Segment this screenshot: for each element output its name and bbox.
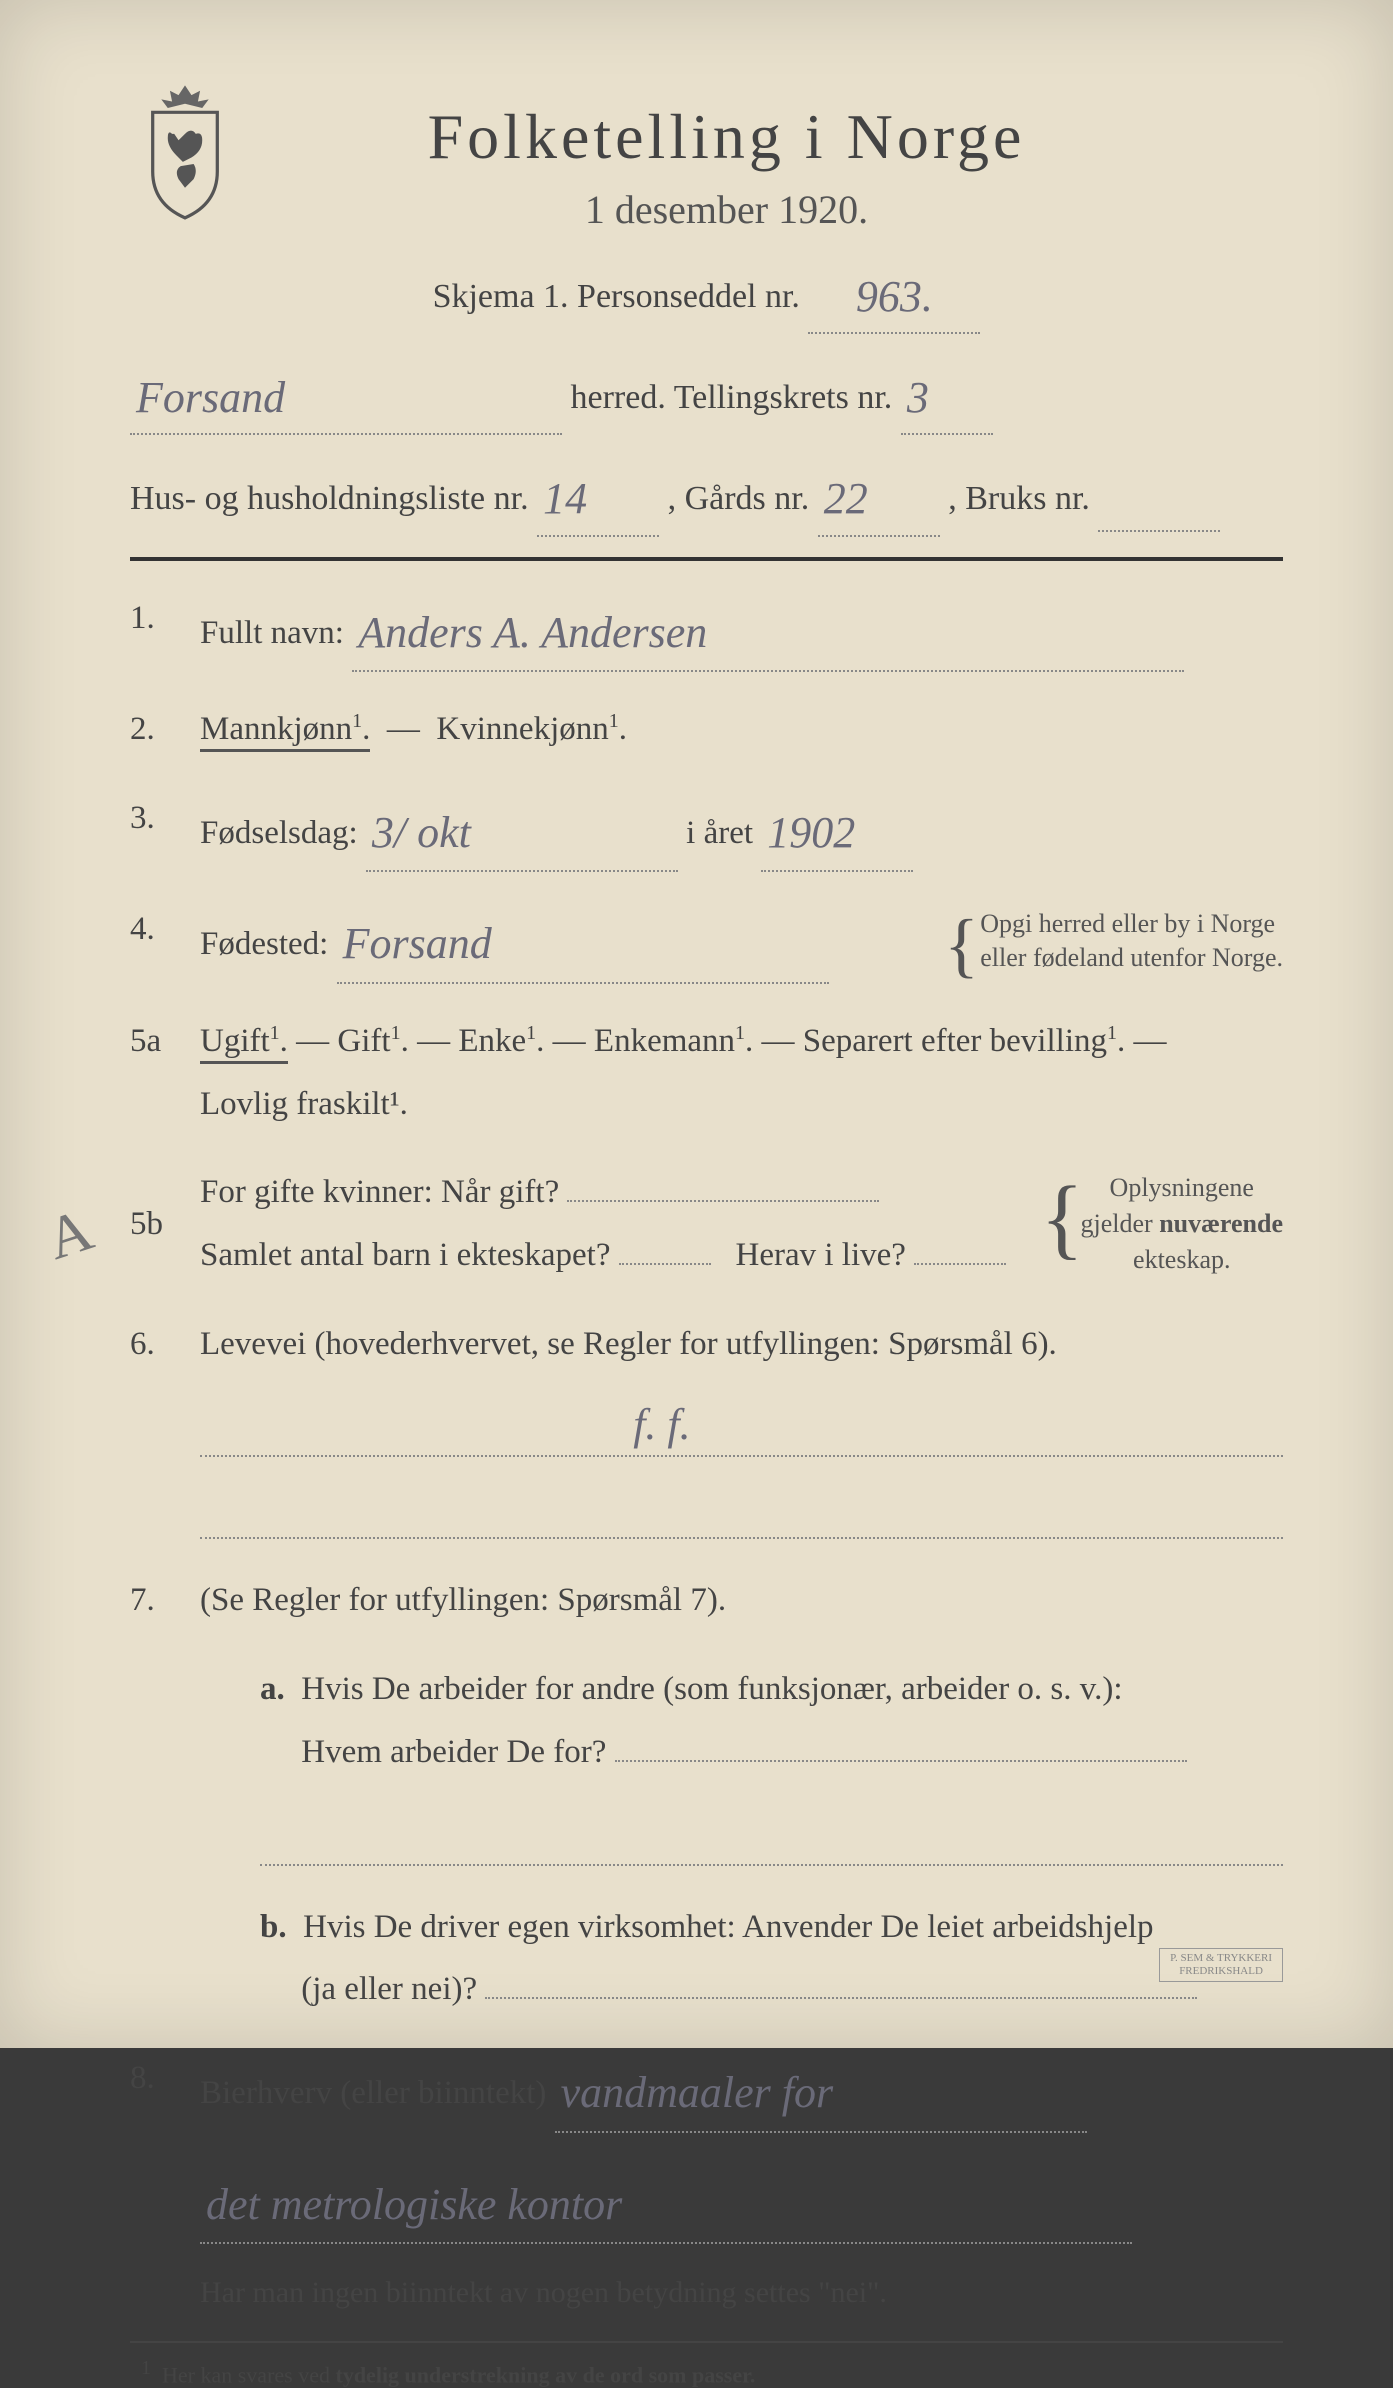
q7a-l2: Hvem arbeider De for?	[301, 1734, 606, 1770]
q-number: 5a	[130, 1010, 200, 1135]
q-number: 2.	[130, 698, 200, 761]
q7b: b. Hvis De driver egen virksomhet: Anven…	[260, 1896, 1283, 2021]
stamp-l1: P. SEM & TRYKKERI	[1170, 1952, 1272, 1964]
divider-thin	[130, 2341, 1283, 2343]
q5b-l1: For gifte kvinner: Når gift?	[200, 1174, 559, 1210]
q-number: 5b	[130, 1193, 200, 1256]
q5b-note-l3: ekteskap.	[1133, 1245, 1230, 1274]
q5a-text2: Lovlig fraskilt¹.	[200, 1086, 408, 1122]
q6-value: f. f.	[633, 1399, 690, 1450]
q6: 6. Levevei (hovederhvervet, se Regler fo…	[130, 1313, 1283, 1376]
q1-label: Fullt navn:	[200, 615, 344, 651]
divider	[130, 557, 1283, 561]
q8-note: Har man ingen biinntekt av nogen betydni…	[200, 2264, 1283, 2321]
q5a: 5a Ugift1. — Gift1. — Enke1. — Enkemann1…	[130, 1010, 1283, 1135]
q4-value: Forsand	[343, 902, 492, 986]
q5b: 5b For gifte kvinner: Når gift? Samlet a…	[130, 1161, 1283, 1286]
q7-text: (Se Regler for utfyllingen: Spørsmål 7).	[200, 1569, 1283, 1632]
header: Folketelling i Norge 1 desember 1920.	[130, 100, 1283, 233]
subtitle: 1 desember 1920.	[270, 186, 1183, 233]
q1-value: Anders A. Andersen	[358, 591, 707, 675]
q8: 8. Bierhverv (eller biinntekt) vandmaale…	[130, 2047, 1283, 2133]
footnote: 1 Her kan svares ved tydelig understrekn…	[130, 2357, 1283, 2388]
q-number: 8.	[130, 2047, 200, 2133]
q6-fill-1: f. f.	[200, 1405, 1283, 1457]
q7a-fill	[260, 1814, 1283, 1866]
schema-label: Skjema 1. Personseddel nr.	[433, 278, 800, 315]
q5a-selected: Ugift1.	[200, 1023, 288, 1064]
stamp-l2: FREDRIKSHALD	[1179, 1965, 1263, 1977]
q-number: 1.	[130, 587, 200, 673]
schema-line: Skjema 1. Personseddel nr. 963.	[130, 253, 1283, 334]
q8-value-l2: det metrologiske kontor	[206, 2163, 622, 2247]
q7a: a. Hvis De arbeider for andre (som funks…	[260, 1658, 1283, 1783]
margin-mark: A	[38, 1195, 101, 1274]
census-form-page: Folketelling i Norge 1 desember 1920. Sk…	[0, 0, 1393, 2048]
q7a-l1: Hvis De arbeider for andre (som funksjon…	[301, 1671, 1122, 1707]
q3: 3. Fødselsdag: 3/ okt i året 1902	[130, 787, 1283, 873]
q-number: 3.	[130, 787, 200, 873]
q5b-l2a: Samlet antal barn i ekteskapet?	[200, 1237, 611, 1273]
personseddel-nr: 963.	[856, 257, 933, 336]
tellingskrets-nr: 3	[907, 358, 929, 437]
q-number: 6.	[130, 1313, 200, 1376]
herred-line: Forsand herred. Tellingskrets nr. 3	[130, 354, 1283, 435]
q8-label: Bierhverv (eller biinntekt)	[200, 2075, 546, 2111]
q-number: 4.	[130, 898, 200, 984]
q4: 4. Fødested: Forsand Opgi herred eller b…	[130, 898, 1283, 984]
q3-year: 1902	[767, 791, 855, 875]
q4-note-l1: Opgi herred eller by i Norge	[980, 909, 1275, 938]
husliste-label: Hus- og husholdningsliste nr.	[130, 480, 529, 517]
title-block: Folketelling i Norge 1 desember 1920.	[270, 100, 1283, 233]
herred-label: herred. Tellingskrets nr.	[571, 379, 893, 416]
q7b-l1: Hvis De driver egen virksomhet: Anvender…	[303, 1909, 1153, 1945]
q4-note-l2: eller fødeland utenfor Norge.	[980, 943, 1283, 972]
coat-of-arms-icon	[130, 80, 240, 220]
q3-mid: i året	[686, 815, 753, 851]
herred-value: Forsand	[136, 358, 285, 437]
husliste-line: Hus- og husholdningsliste nr. 14 , Gårds…	[130, 455, 1283, 536]
q7b-l2: (ja eller nei)?	[301, 1971, 477, 2007]
q1: 1. Fullt navn: Anders A. Andersen	[130, 587, 1283, 673]
q6-text: Levevei (hovederhvervet, se Regler for u…	[200, 1313, 1283, 1376]
bruks-label: , Bruks nr.	[948, 480, 1090, 517]
q4-label: Fødested:	[200, 926, 328, 962]
q7: 7. (Se Regler for utfyllingen: Spørsmål …	[130, 1569, 1283, 1632]
q-number: 7.	[130, 1569, 200, 1632]
main-title: Folketelling i Norge	[270, 100, 1183, 174]
q8-value-l1: vandmaaler for	[561, 2051, 834, 2135]
q5b-note: Oplysningene gjelder nuværende ekteskap.	[1041, 1170, 1283, 1279]
gards-nr: 22	[824, 459, 868, 538]
q5b-l2b: Herav i live?	[736, 1237, 906, 1273]
q3-label: Fødselsdag:	[200, 815, 358, 851]
gards-label: , Gårds nr.	[668, 480, 810, 517]
q5b-note-l1: Oplysningene	[1110, 1173, 1254, 1202]
printer-stamp: P. SEM & TRYKKERI FREDRIKSHALD	[1159, 1948, 1283, 1982]
q8-line2: det metrologiske kontor	[200, 2159, 1283, 2245]
footnote-num: 1	[141, 2357, 151, 2379]
q2-selected: Mannkjønn1.	[200, 711, 370, 752]
q3-day: 3/ okt	[372, 791, 471, 875]
husliste-nr: 14	[543, 459, 587, 538]
q4-note: Opgi herred eller by i Norge eller fødel…	[944, 907, 1283, 975]
q2: 2. Mannkjønn1. — Kvinnekjønn1.	[130, 698, 1283, 761]
q6-fill-2	[200, 1487, 1283, 1539]
